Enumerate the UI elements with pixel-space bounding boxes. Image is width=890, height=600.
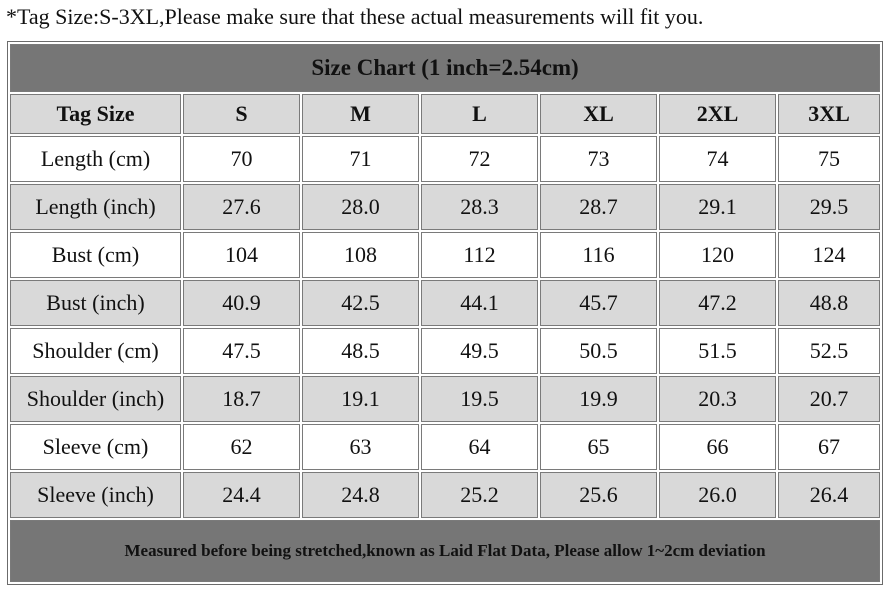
value-cell: 62 (183, 424, 300, 470)
row-label: Sleeve (inch) (10, 472, 181, 518)
data-row: Shoulder (inch) 18.7 19.1 19.5 19.9 20.3 20.7 (10, 376, 881, 422)
value-cell: 20.7 (778, 376, 881, 422)
note: *Tag Size:S-3XL,Please make sure that th… (6, 4, 704, 29)
value-cell: 66 (659, 424, 776, 470)
value-cell: 44.1 (421, 280, 538, 326)
value-cell: 50.5 (540, 328, 657, 374)
value-cell: 63 (302, 424, 419, 470)
row-label: Bust (cm) (10, 232, 181, 278)
value-cell: 26.0 (659, 472, 776, 518)
footer-row: Measured before being stretched,known as… (10, 520, 881, 582)
data-row: Length (inch) 27.6 28.0 28.3 28.7 29.1 29.5 (10, 184, 881, 230)
value-cell: 26.4 (778, 472, 881, 518)
value-cell: 42.5 (302, 280, 419, 326)
value-cell: 112 (421, 232, 538, 278)
value-cell: 74 (659, 136, 776, 182)
value-cell: 73 (540, 136, 657, 182)
value-cell: 65 (540, 424, 657, 470)
header-cell: 2XL (659, 94, 776, 134)
row-label: Shoulder (cm) (10, 328, 181, 374)
table-footer: Measured before being stretched,known as… (10, 520, 881, 582)
row-label: Bust (inch) (10, 280, 181, 326)
title-row: Size Chart (1 inch=2.54cm) (10, 44, 881, 92)
value-cell: 124 (778, 232, 881, 278)
value-cell: 67 (778, 424, 881, 470)
header-cell: S (183, 94, 300, 134)
header-row: Tag Size S M L XL 2XL 3XL (10, 94, 881, 134)
value-cell: 47.2 (659, 280, 776, 326)
value-cell: 45.7 (540, 280, 657, 326)
data-row: Bust (inch) 40.9 42.5 44.1 45.7 47.2 48.8 (10, 280, 881, 326)
value-cell: 24.4 (183, 472, 300, 518)
value-cell: 108 (302, 232, 419, 278)
row-label: Shoulder (inch) (10, 376, 181, 422)
value-cell: 28.3 (421, 184, 538, 230)
value-cell: 47.5 (183, 328, 300, 374)
row-label: Length (inch) (10, 184, 181, 230)
value-cell: 20.3 (659, 376, 776, 422)
value-cell: 40.9 (183, 280, 300, 326)
value-cell: 116 (540, 232, 657, 278)
value-cell: 27.6 (183, 184, 300, 230)
value-cell: 25.2 (421, 472, 538, 518)
value-cell: 64 (421, 424, 538, 470)
header-cell: 3XL (778, 94, 881, 134)
data-row: Length (cm) 70 71 72 73 74 75 (10, 136, 881, 182)
value-cell: 18.7 (183, 376, 300, 422)
value-cell: 49.5 (421, 328, 538, 374)
header-cell: M (302, 94, 419, 134)
value-cell: 75 (778, 136, 881, 182)
value-cell: 71 (302, 136, 419, 182)
row-label: Sleeve (cm) (10, 424, 181, 470)
value-cell: 24.8 (302, 472, 419, 518)
value-cell: 48.8 (778, 280, 881, 326)
table-title: Size Chart (1 inch=2.54cm) (10, 44, 881, 92)
header-cell: Tag Size (10, 94, 181, 134)
data-row: Sleeve (cm) 62 63 64 65 66 67 (10, 424, 881, 470)
value-cell: 29.5 (778, 184, 881, 230)
value-cell: 72 (421, 136, 538, 182)
data-row: Shoulder (cm) 47.5 48.5 49.5 50.5 51.5 52.5 (10, 328, 881, 374)
header-cell: L (421, 94, 538, 134)
size-table: Size Chart (1 inch=2.54cm) Tag Size S M L XL 2… (7, 41, 884, 585)
value-cell: 51.5 (659, 328, 776, 374)
value-cell: 19.1 (302, 376, 419, 422)
value-cell: 19.9 (540, 376, 657, 422)
header-cell: XL (540, 94, 657, 134)
value-cell: 120 (659, 232, 776, 278)
value-cell: 19.5 (421, 376, 538, 422)
value-cell: 104 (183, 232, 300, 278)
value-cell: 28.0 (302, 184, 419, 230)
value-cell: 52.5 (778, 328, 881, 374)
value-cell: 48.5 (302, 328, 419, 374)
value-cell: 70 (183, 136, 300, 182)
data-row: Sleeve (inch) 24.4 24.8 25.2 25.6 26.0 26.4 (10, 472, 881, 518)
value-cell: 29.1 (659, 184, 776, 230)
value-cell: 28.7 (540, 184, 657, 230)
value-cell: 25.6 (540, 472, 657, 518)
row-label: Length (cm) (10, 136, 181, 182)
data-row: Bust (cm) 104 108 112 116 120 124 (10, 232, 881, 278)
